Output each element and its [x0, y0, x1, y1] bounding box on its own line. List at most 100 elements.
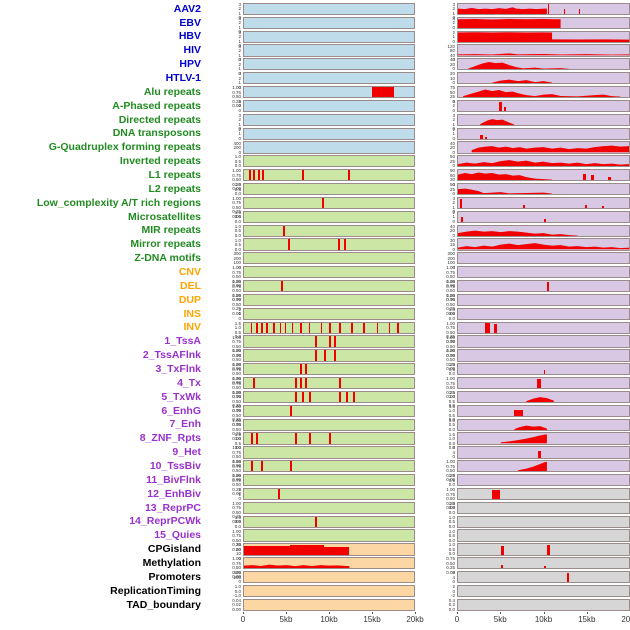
y-tick-label: 10: [235, 551, 241, 557]
y-tick-label: 1.00: [232, 279, 241, 285]
y-tick-label: 0.0: [234, 334, 241, 340]
track-row: 10_TssBiv 1.00 0.75 0.50 0.25 0.00 1.00 0.75 0.5…: [0, 459, 630, 482]
y-tick-label: 0.50: [232, 343, 241, 349]
track-panel-right: [457, 349, 630, 362]
y-tick-label: 0.75: [232, 449, 241, 455]
y-tick-label: 0.50: [232, 177, 241, 183]
signal-bar: [257, 170, 260, 181]
y-tick-label: 0.00: [232, 546, 241, 552]
y-tick-label: 0.25: [232, 209, 241, 215]
signal-bar: [255, 433, 258, 444]
track-panel-right: [457, 474, 630, 487]
y-ticks-right: 1.0 0.5 0.0: [423, 529, 457, 542]
track-row: 2_TssAFlnk 1.00 0.75 0.50 0.25 0.00 1.00 0.75 0.…: [0, 348, 630, 371]
track-panel-left: [243, 418, 415, 431]
y-tick-label: 15: [449, 242, 455, 248]
y-tick-label: 0.0: [234, 232, 241, 238]
y-tick-label: 50: [449, 182, 455, 188]
y-tick-label: 0: [452, 126, 455, 132]
axis-spacer: [0, 612, 205, 628]
track-row: 12_EnhBiv 2 1 0 1.00 0.75 0.50 0.25 0.00: [0, 487, 630, 510]
y-tick-label: 0.25: [232, 431, 241, 437]
row-label: HTLV-1: [165, 72, 201, 84]
y-tick-label: 0.00: [232, 352, 241, 358]
y-tick-label: 30: [449, 237, 455, 243]
y-tick-label: 0.50: [232, 412, 241, 418]
y-tick-label: 0.00: [446, 310, 455, 316]
y-tick-label: 0.25: [232, 389, 241, 395]
track-panel-left: [243, 363, 415, 376]
track-row: Methylation 1.00 0.75 0.50 0.25 0.00 0.75 0.50 0…: [0, 556, 630, 579]
track-row: 11_BivFlnk 1.00 0.75 0.50 0.25 0.00 1.0 0.5 0.0: [0, 473, 630, 496]
y-tick-label: 3: [452, 112, 455, 118]
y-tick-label: 0.0: [448, 606, 455, 612]
y-ticks-left: 1.00 0.75 0.50 0.25 0.00: [205, 279, 243, 302]
y-tick-label: 0: [238, 29, 241, 35]
y-tick-label: 1.00: [446, 459, 455, 465]
row-label: 7_Enh: [169, 419, 201, 430]
y-tick-label: 0.00: [446, 338, 455, 344]
signal-bar: [323, 546, 350, 555]
signal-bar: [244, 546, 290, 555]
y-tick-label: 0.75: [232, 172, 241, 178]
y-ticks-left: 1.00 0.75 0.50 0.25 0.00: [205, 377, 243, 399]
y-tick-label: 1.0: [234, 182, 241, 188]
y-tick-label: 0.75: [232, 380, 241, 386]
track-panel-left: [243, 404, 415, 417]
y-ticks-right: 1.00 0.75 0.50 0.25 0.00: [423, 321, 457, 343]
y-tick-label: 1: [452, 10, 455, 16]
y-tick-label: 0: [452, 454, 455, 460]
track-panel-left: [243, 16, 415, 29]
y-tick-label: 0.50: [232, 426, 241, 432]
y-tick-label: 0.00: [446, 297, 455, 303]
y-tick-label: 0.00: [446, 352, 455, 358]
track-row: CPGisland 30 20 10 0 1.0 0.5 0.0: [0, 543, 630, 561]
row-label: 4_Tx: [177, 377, 201, 389]
y-ticks-left: 1.5 1.0 0.5 0.0: [205, 432, 243, 450]
track-panel-right: [457, 321, 630, 334]
track-panel-left: [243, 557, 415, 570]
signal-bar: [546, 281, 549, 292]
y-ticks-right: 1.5 1.0 0.5 0.0: [423, 404, 457, 422]
track-panel-left: [243, 58, 415, 71]
track-row: Directed repeats 3 2 1 0 3 2 1 0: [0, 112, 630, 131]
y-tick-label: 0.5: [448, 422, 455, 428]
y-ticks-right: 1.00 0.75 0.50 0.25 0.00: [423, 349, 457, 371]
signal-area: [471, 145, 629, 153]
signal-area: [526, 396, 554, 403]
y-tick-label: 0.25: [232, 458, 241, 464]
x-tick-mark: [415, 611, 416, 614]
y-ticks-right: 50 25 0: [423, 182, 457, 196]
track-row: 1_TssA 1.00 0.75 0.50 0.25 0.00 1.00 0.75 0.50 0.…: [0, 335, 630, 357]
y-tick-label: 0.75: [446, 325, 455, 331]
y-ticks-left: 30 20 10 0: [205, 543, 243, 561]
y-ticks-left: 300 200 100 0: [205, 252, 243, 270]
signal-area: [458, 172, 553, 181]
x-tick-label: 20kb: [621, 614, 630, 624]
y-ticks-right: 0.4 0.2 0.0: [423, 598, 457, 612]
y-tick-label: 4: [238, 98, 241, 104]
y-ticks-right: 1.00 0.75 0.50 0.25 0.00: [423, 293, 457, 315]
y-tick-label: 0.75: [446, 491, 455, 497]
track-panel-right: [457, 183, 630, 196]
y-tick-label: 0.5: [448, 412, 455, 418]
y-ticks-left: 1.00 0.75 0.50 0.25 0.00: [205, 390, 243, 412]
track-row: CNV 1.00 0.75 0.50 0.25 0.00 1.00 0.75 0.50 0.25 0…: [0, 265, 630, 288]
y-tick-label: 1.0: [448, 417, 455, 423]
signal-bar: [308, 391, 311, 403]
y-tick-label: 1: [452, 34, 455, 40]
y-tick-label: 1: [238, 10, 241, 16]
track-panel-right: [457, 529, 630, 542]
row-label: 14_ReprPCWk: [129, 516, 201, 527]
track-panel-left: [243, 390, 415, 404]
row-label: INS: [183, 308, 201, 320]
track-panel-right: [457, 390, 630, 404]
y-tick-label: 2: [238, 306, 241, 312]
signal-bar: [499, 102, 502, 112]
signal-bar: [284, 322, 287, 333]
track-panel-left: [243, 543, 415, 556]
